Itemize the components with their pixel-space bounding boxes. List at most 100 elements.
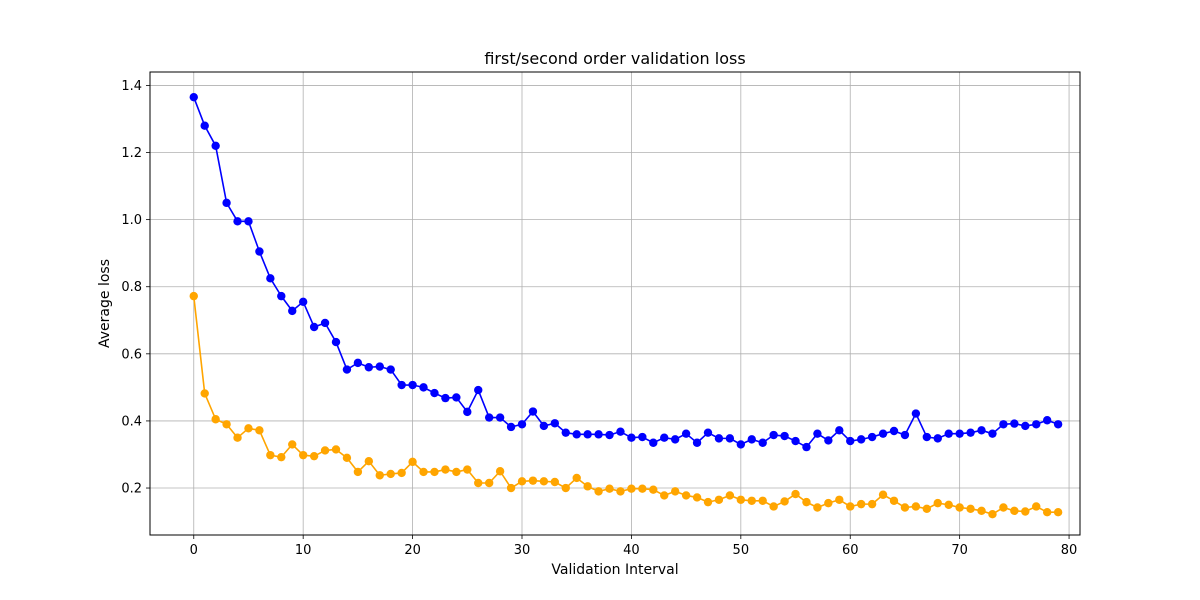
data-point — [364, 456, 374, 466]
data-point — [988, 429, 997, 438]
data-point — [342, 453, 352, 463]
data-point — [955, 429, 964, 438]
data-point — [1021, 421, 1030, 431]
data-point — [430, 388, 439, 398]
data-point — [681, 429, 691, 438]
data-point — [791, 489, 800, 499]
plot-frame — [149, 71, 1081, 536]
data-point — [616, 427, 625, 436]
data-point — [594, 430, 603, 439]
data-point — [856, 435, 866, 444]
data-point — [835, 426, 844, 435]
data-point — [660, 433, 669, 442]
data-point — [495, 467, 505, 476]
x-tick-label: 50 — [733, 543, 750, 558]
data-point — [660, 491, 669, 500]
data-point — [222, 198, 231, 208]
data-point — [1032, 420, 1041, 429]
data-point — [517, 477, 527, 486]
data-point — [572, 430, 581, 439]
data-point — [900, 503, 910, 512]
data-point — [670, 487, 680, 496]
data-point — [999, 503, 1008, 512]
chart-title: first/second order validation loss — [484, 49, 745, 68]
data-point — [977, 506, 986, 516]
data-point — [911, 409, 921, 418]
data-point — [736, 440, 746, 449]
data-point — [452, 467, 461, 477]
data-point — [867, 499, 877, 509]
data-point — [769, 430, 778, 440]
data-point — [1042, 416, 1052, 425]
data-point — [616, 487, 625, 496]
data-point — [484, 478, 494, 488]
data-point — [988, 510, 997, 519]
data-point — [320, 446, 330, 455]
data-point — [539, 421, 549, 431]
data-point — [747, 496, 756, 505]
data-point — [1053, 507, 1063, 517]
data-point — [605, 484, 614, 493]
data-point — [846, 436, 855, 446]
data-point — [856, 499, 866, 509]
series-1 — [189, 92, 1063, 452]
data-point — [692, 493, 702, 502]
data-point — [222, 420, 231, 429]
data-point — [353, 467, 363, 477]
x-tick-label: 80 — [1061, 543, 1078, 558]
x-axis-label: Validation Interval — [551, 562, 678, 578]
data-point — [922, 432, 932, 442]
data-point — [342, 365, 352, 374]
data-point — [725, 491, 735, 500]
data-point — [846, 502, 855, 511]
data-point — [561, 483, 570, 493]
data-point — [889, 426, 899, 436]
data-point — [780, 431, 789, 441]
data-point — [452, 393, 461, 402]
data-point — [200, 389, 209, 398]
data-point — [244, 424, 253, 433]
data-point — [353, 358, 363, 368]
data-point — [583, 430, 592, 439]
data-point — [288, 306, 297, 316]
data-point — [835, 495, 844, 504]
data-point — [419, 383, 428, 392]
x-tick-label: 30 — [514, 543, 531, 558]
data-point — [474, 385, 483, 395]
data-point — [1042, 507, 1052, 517]
y-tick-label: 0.2 — [121, 482, 142, 497]
data-point — [670, 435, 680, 444]
data-point — [802, 442, 811, 452]
data-point — [441, 465, 450, 474]
data-point — [408, 380, 417, 390]
data-point — [561, 428, 570, 437]
data-point — [298, 450, 308, 460]
data-point — [474, 478, 483, 488]
data-point — [900, 430, 910, 440]
data-point — [977, 426, 986, 435]
data-point — [309, 322, 319, 332]
data-point — [408, 457, 417, 467]
data-point — [397, 468, 406, 478]
data-point — [1010, 419, 1019, 428]
data-point — [638, 432, 647, 442]
data-point — [1053, 420, 1063, 429]
data-point — [419, 467, 428, 477]
data-point — [736, 495, 746, 504]
data-point — [277, 452, 286, 462]
data-point — [211, 415, 220, 424]
y-tick-label: 0.8 — [121, 280, 142, 295]
data-point — [933, 434, 942, 443]
x-tick-label: 40 — [623, 543, 640, 558]
data-point — [233, 217, 242, 226]
x-tick-label: 60 — [842, 543, 859, 558]
data-point — [911, 502, 921, 511]
data-point — [309, 451, 319, 461]
data-point — [878, 490, 888, 499]
data-point — [627, 433, 636, 442]
x-tick-label: 0 — [190, 543, 198, 558]
data-point — [944, 429, 953, 438]
series-group — [189, 92, 1063, 519]
data-point — [484, 413, 494, 422]
data-point — [605, 430, 614, 440]
